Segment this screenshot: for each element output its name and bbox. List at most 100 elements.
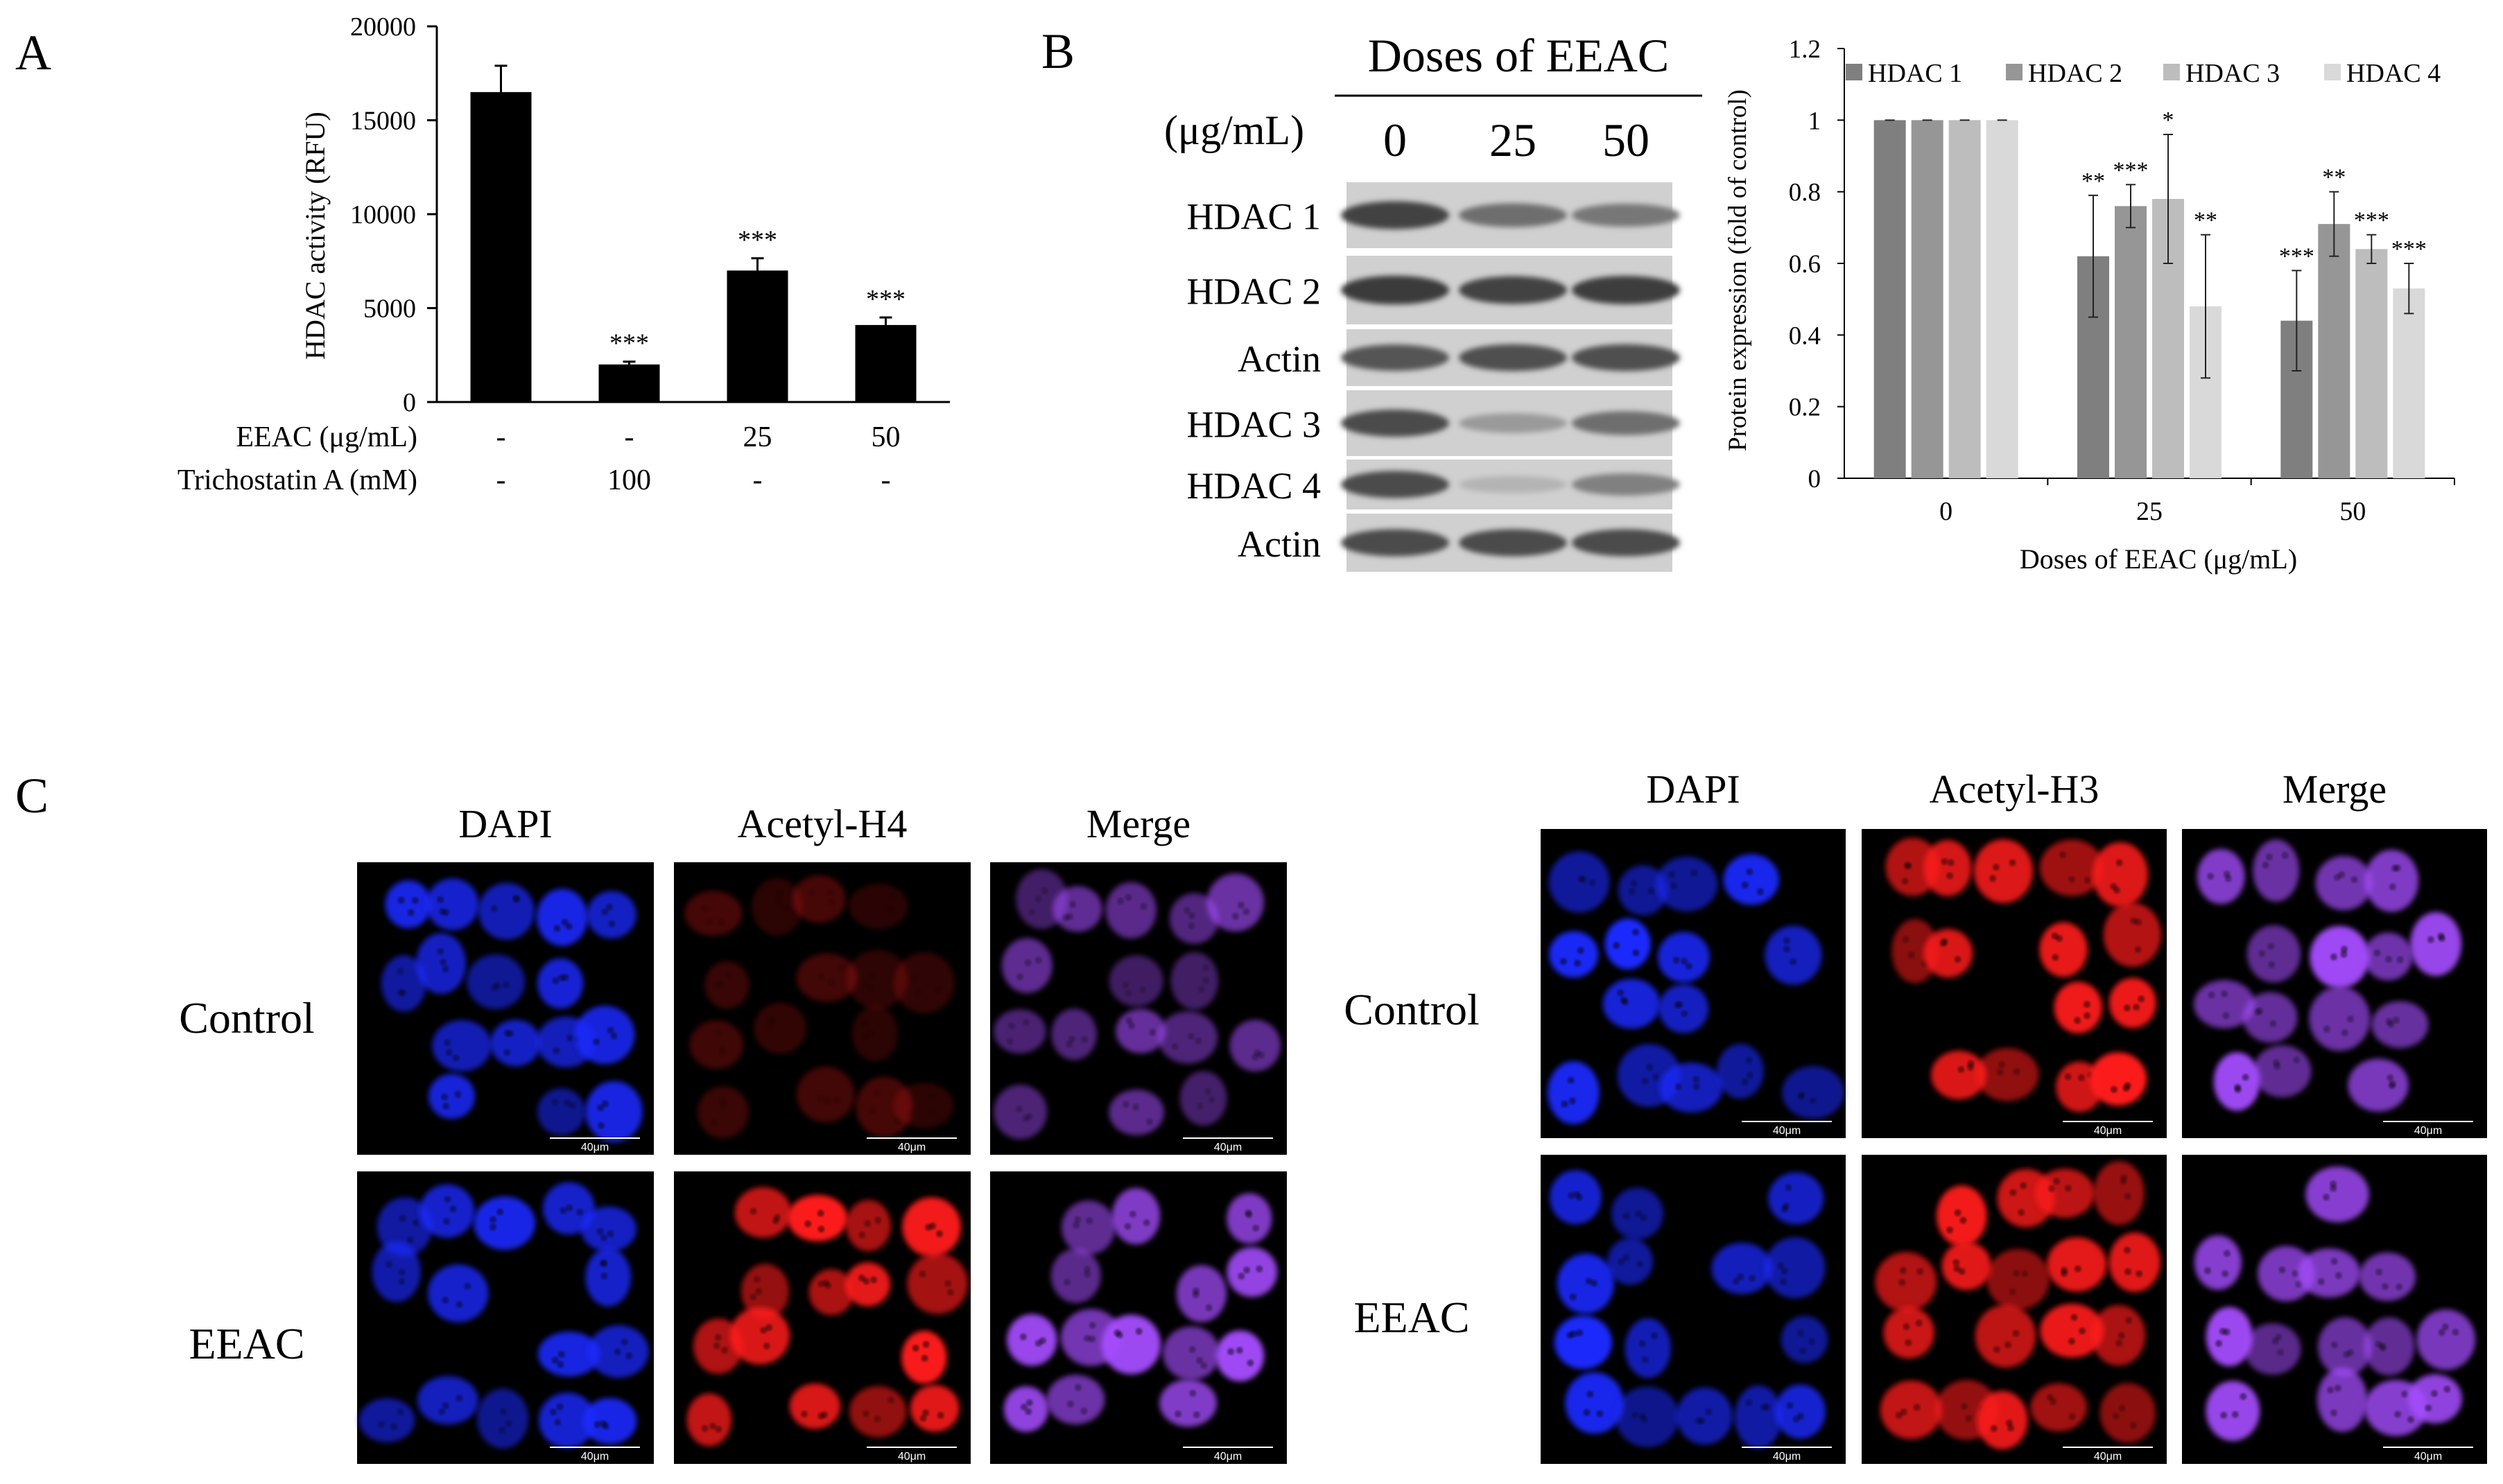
nucleolus (935, 986, 942, 994)
nucleolus (804, 1220, 812, 1228)
nucleus (1765, 925, 1822, 985)
nucleolus (1674, 1001, 1681, 1009)
nucleolus (2387, 1020, 2395, 1028)
micrograph: 40μm (357, 1171, 654, 1464)
scale-bar-label: 40μm (1773, 1125, 1801, 1137)
nucleolus (456, 1395, 463, 1402)
blot-row-label: HDAC 2 (1186, 271, 1321, 313)
nucleolus (600, 1272, 608, 1280)
nucleolus (556, 1403, 564, 1411)
nucleus (1734, 1385, 1783, 1449)
nucleolus (1242, 908, 1250, 916)
nucleolus (2330, 953, 2337, 961)
nucleolus (826, 889, 834, 896)
nucleolus (817, 1225, 825, 1233)
nucleolus (915, 988, 922, 996)
nucleolus (2389, 1080, 2396, 1088)
nucleolus (610, 1032, 618, 1040)
legend-swatch (1846, 64, 1862, 80)
nucleolus (1992, 864, 2000, 871)
nucleolus (1196, 1102, 1204, 1110)
micrograph: 40μm (1541, 829, 1846, 1138)
nucleolus (1705, 1408, 1713, 1415)
nucleolus (2020, 1182, 2027, 1189)
nucleus (846, 950, 908, 1009)
nucleus (1111, 1187, 1161, 1245)
panel-a-treatment-cell: 100 (607, 464, 651, 496)
nucleolus (1583, 1408, 1591, 1416)
nucleolus (2242, 1074, 2249, 1081)
nucleus (1891, 918, 1939, 984)
nucleolus (1674, 1083, 1682, 1090)
nucleolus (442, 1102, 450, 1110)
nucleolus (1074, 1216, 1082, 1223)
nucleolus (605, 903, 613, 911)
nucleolus (2268, 961, 2276, 968)
panel-b-significance: *** (2391, 236, 2427, 262)
nucleolus (2265, 853, 2273, 861)
nucleolus (625, 1352, 633, 1360)
nucleolus (1670, 882, 1678, 889)
scale-bar-label: 40μm (1214, 1142, 1242, 1153)
nucleus (689, 1020, 744, 1070)
nucleolus (2133, 1004, 2140, 1011)
nucleolus (868, 972, 876, 979)
nucleolus (2215, 1340, 2223, 1347)
nucleolus (2219, 1327, 2226, 1335)
nucleolus (2136, 1270, 2143, 1277)
nucleolus (2064, 1185, 2072, 1192)
nucleolus (1690, 869, 1698, 877)
nucleolus (1006, 1038, 1014, 1045)
nucleolus (715, 1029, 722, 1037)
nucleolus (566, 1204, 573, 1212)
nucleolus (503, 1029, 511, 1037)
panel-c-microscopy: DAPI Acetyl-H4 Merge Control EEAC 40μm 40μm 40μ… (179, 767, 2487, 1464)
panel-a-letter: A (15, 25, 51, 80)
nucleus (1109, 955, 1163, 1007)
nucleus (1781, 1316, 1828, 1363)
nucleolus (2046, 1393, 2054, 1401)
nucleolus (2117, 1332, 2125, 1339)
blot-band (1459, 344, 1567, 372)
nucleolus (710, 1119, 718, 1126)
nucleus (587, 891, 636, 939)
nucleus (994, 1009, 1046, 1054)
nucleolus (1781, 1205, 1788, 1213)
nucleolus (397, 1408, 404, 1415)
nucleus (1046, 1374, 1105, 1424)
nucleolus (406, 1237, 414, 1244)
nucleolus (2064, 1073, 2072, 1081)
nucleus (2206, 1307, 2253, 1367)
micrograph-row-label: EEAC (1353, 1293, 1469, 1342)
nucleolus (1081, 1036, 1089, 1043)
nucleolus (1139, 986, 1147, 994)
panel-b-significance: ** (2322, 165, 2346, 191)
nucleus (474, 1196, 536, 1250)
nucleus (2206, 1381, 2260, 1441)
nucleus (1782, 1066, 1844, 1119)
nucleolus (1622, 1212, 1630, 1220)
nucleolus (2115, 859, 2123, 866)
nucleolus (513, 896, 521, 903)
nucleolus (2375, 1268, 2383, 1276)
nucleolus (781, 905, 788, 912)
nucleolus (1668, 871, 1676, 878)
nucleolus (2070, 1313, 2078, 1321)
nucleolus (2341, 1029, 2348, 1037)
nucleolus (2125, 1316, 2133, 1324)
nucleolus (2005, 1419, 2013, 1426)
panel-b-bar (1873, 120, 1906, 479)
scale-bar-label: 40μm (581, 1451, 609, 1463)
nucleolus (549, 1408, 557, 1416)
nucleolus (925, 1223, 933, 1231)
blot-band (1341, 344, 1449, 371)
nucleus (2318, 1317, 2372, 1377)
nucleolus (1567, 1076, 1575, 1084)
nucleolus (828, 898, 835, 905)
nucleolus (1946, 1226, 1954, 1234)
nucleus (2242, 992, 2298, 1043)
nucleolus (1188, 912, 1195, 920)
nucleus (752, 878, 803, 936)
panel-a-significance: *** (866, 285, 906, 314)
nucleolus (2047, 1185, 2055, 1193)
